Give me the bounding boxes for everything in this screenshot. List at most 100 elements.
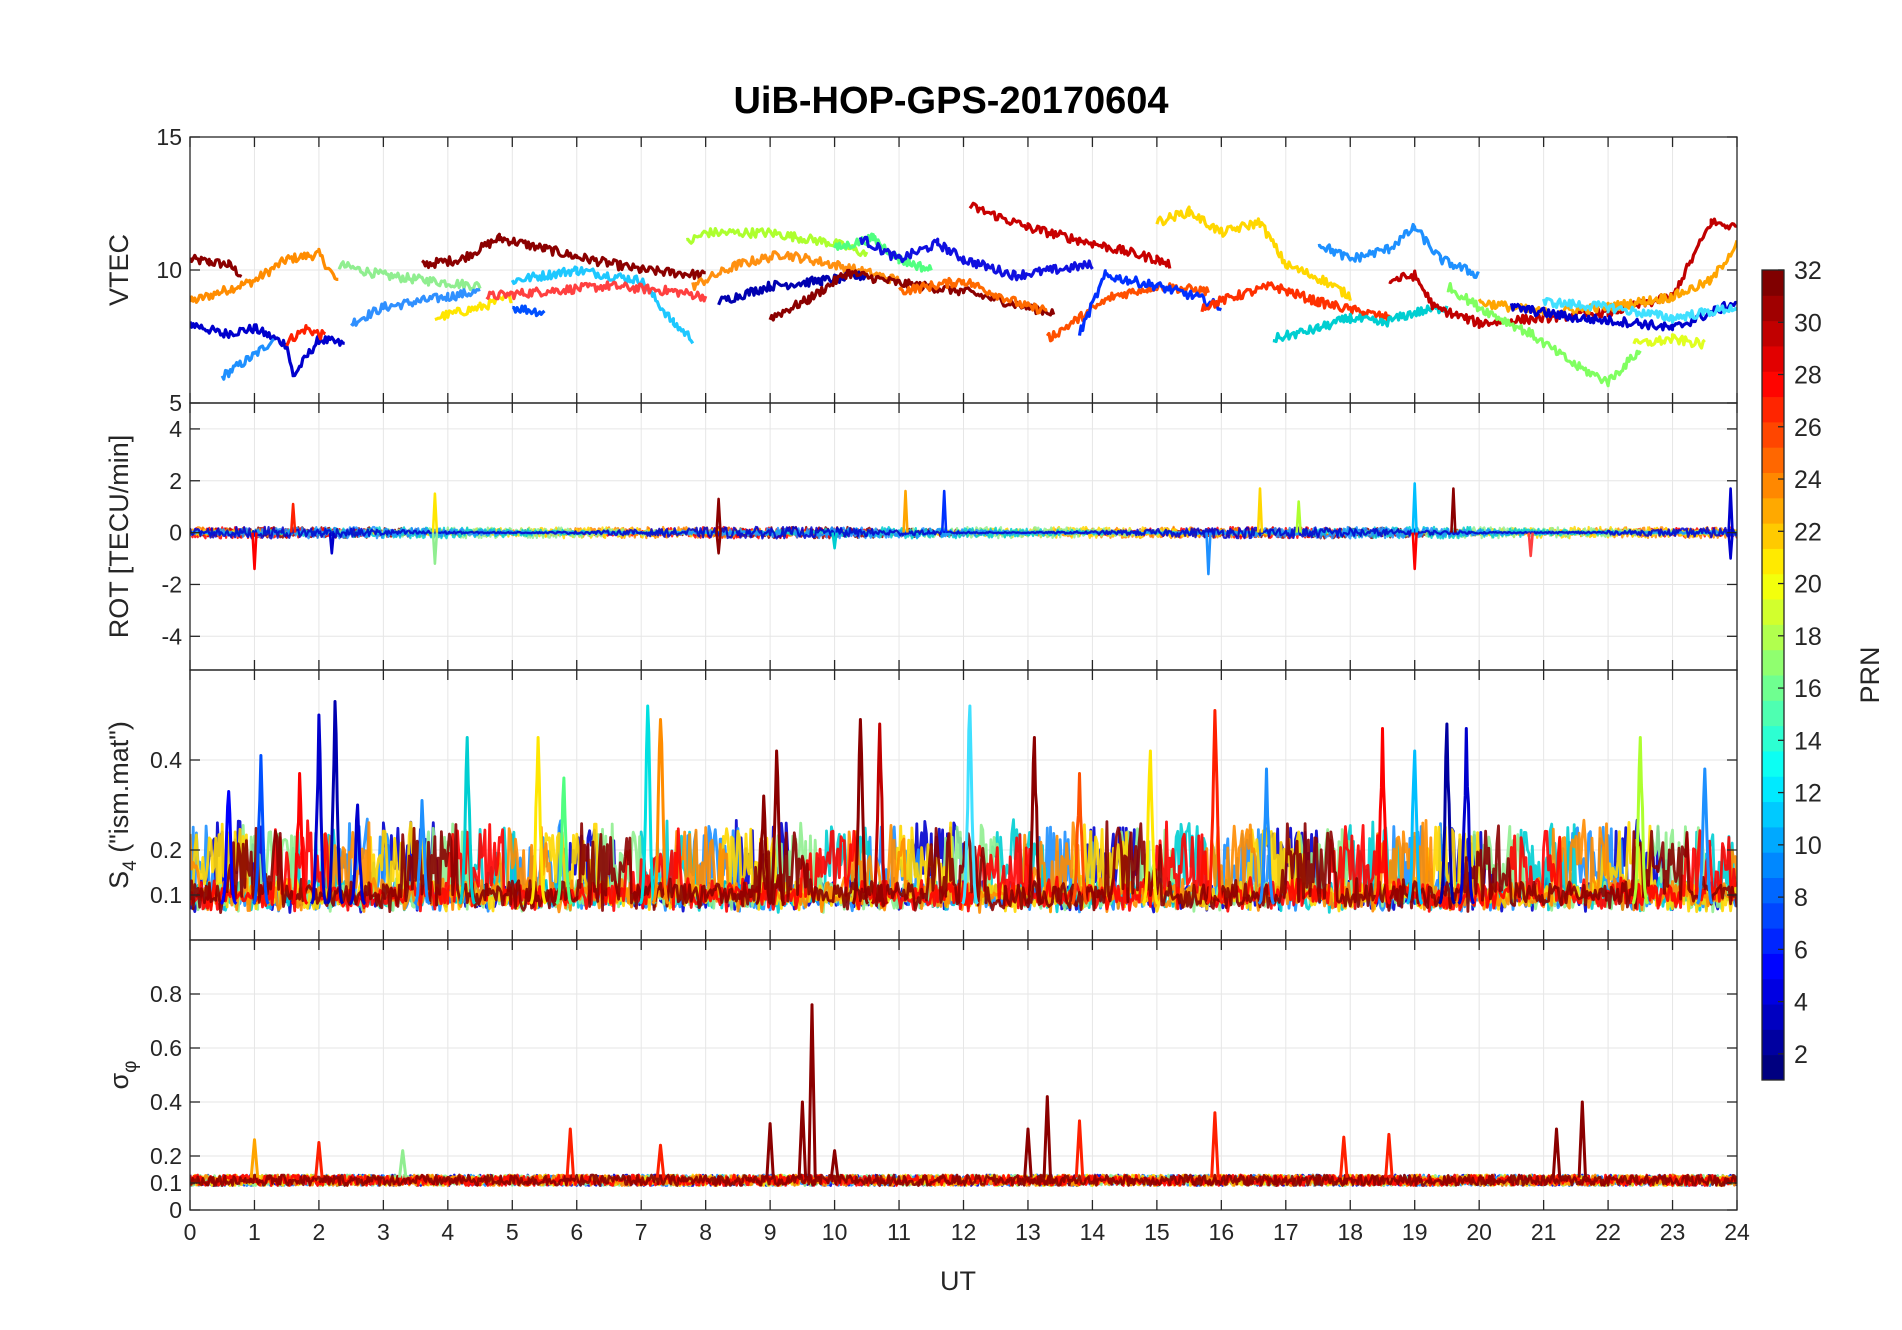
rot-spike xyxy=(1295,500,1302,533)
colorbar-tick-label: 2 xyxy=(1794,1041,1808,1069)
y-tick-label: -2 xyxy=(162,571,182,597)
vtec-series-line xyxy=(285,324,326,347)
s4-peak xyxy=(1025,736,1044,905)
x-tick-label: 18 xyxy=(1337,1219,1363,1245)
colorbar-segment xyxy=(1762,497,1784,524)
colorbar-segment xyxy=(1762,472,1784,499)
y-tick-label: 5 xyxy=(169,390,182,416)
y-label-sub: φ xyxy=(120,1061,141,1073)
sigma-peak xyxy=(1042,1095,1052,1178)
x-tick-label: 6 xyxy=(570,1219,583,1245)
s4-peak xyxy=(1438,722,1456,905)
vtec-series-line xyxy=(686,227,869,257)
colorbar-tick-label: 16 xyxy=(1794,675,1822,703)
colorbar-tick-label: 28 xyxy=(1794,362,1822,390)
y-tick-label: 2 xyxy=(169,468,182,494)
y-axis-label-vtec: VTEC xyxy=(104,234,134,306)
vtec-series-line xyxy=(858,235,1094,282)
colorbar-segment xyxy=(1762,295,1784,322)
vtec-series-line xyxy=(350,287,481,327)
colorbar-segment xyxy=(1762,573,1784,600)
colorbar-segment xyxy=(1762,396,1784,423)
sigma-peak xyxy=(765,1122,775,1178)
s4-peak xyxy=(755,794,773,906)
s4-peak xyxy=(326,700,345,905)
x-tick-label: 24 xyxy=(1724,1219,1750,1245)
ticks-sigma xyxy=(189,940,1738,1211)
colorbar-tick-label: 22 xyxy=(1794,518,1822,546)
x-tick-label: 1 xyxy=(248,1219,261,1245)
y-tick-label: 0.6 xyxy=(150,1035,182,1061)
y-tick-label: 0.2 xyxy=(150,1143,182,1169)
x-tick-label: 3 xyxy=(377,1219,390,1245)
vtec-series-line xyxy=(1446,282,1642,388)
colorbar-segment xyxy=(1762,826,1784,853)
plot-area-rot xyxy=(190,482,1737,576)
y-tick-label: 0.8 xyxy=(150,981,182,1007)
colorbar-segment xyxy=(1762,675,1784,701)
s4-peak xyxy=(1206,709,1224,905)
plot-area-sigma xyxy=(190,1003,1737,1187)
colorbar-segment xyxy=(1762,928,1784,954)
colorbar-tick-label: 4 xyxy=(1794,989,1808,1017)
y-tick-label: 0.4 xyxy=(150,1089,182,1115)
x-tick-label: 22 xyxy=(1595,1219,1621,1245)
colorbar-tick-label: 12 xyxy=(1794,780,1822,808)
colorbar-tick-label: 32 xyxy=(1794,257,1822,285)
sigma-noise-line xyxy=(190,1173,1737,1187)
y-tick-label: 0.1 xyxy=(150,882,182,908)
vtec-series-line xyxy=(510,265,695,345)
sigma-peak xyxy=(1551,1127,1562,1178)
figure-title: UiB-HOP-GPS-20170604 xyxy=(733,80,1168,122)
x-tick-label: 19 xyxy=(1402,1219,1428,1245)
colorbar-tick-label: 20 xyxy=(1794,571,1822,599)
rot-spike xyxy=(940,489,948,533)
s4-peak xyxy=(1373,727,1392,905)
y-label-main: S xyxy=(104,871,134,889)
colorbar-tick-label: 18 xyxy=(1794,623,1822,651)
s4-peak xyxy=(290,772,309,906)
y-tick-label: 4 xyxy=(169,416,182,442)
colorbar-segment xyxy=(1762,649,1784,676)
colorbar-segment xyxy=(1762,421,1784,448)
vtec-series-line xyxy=(768,268,1056,322)
s4-peak xyxy=(961,704,979,905)
rot-spike xyxy=(715,497,722,533)
rot-spike xyxy=(1727,487,1734,533)
vtec-series-line xyxy=(968,201,1172,269)
x-tick-label: 4 xyxy=(441,1219,454,1245)
x-tick-label: 12 xyxy=(951,1219,977,1245)
vtec-series-line xyxy=(190,253,243,278)
y-tick-label: 0 xyxy=(169,520,182,546)
y-tick-label: 0.2 xyxy=(150,837,182,863)
y-tick-label: 0.4 xyxy=(150,747,182,773)
x-tick-label: 21 xyxy=(1531,1219,1557,1245)
x-tick-label: 10 xyxy=(822,1219,848,1245)
s4-peak xyxy=(1457,727,1476,905)
x-axis-label: UT xyxy=(940,1266,976,1296)
colorbar-segment xyxy=(1762,801,1784,828)
panel-s4: 0.1 0.2 0.4 S4 ("ism.mat") xyxy=(104,669,1738,941)
x-tick-label: 9 xyxy=(764,1219,777,1245)
s4-peak xyxy=(1631,736,1650,905)
y-tick-label: 0.1 xyxy=(150,1170,182,1196)
s4-peak xyxy=(1695,767,1714,905)
sigma-peak xyxy=(655,1143,666,1178)
vtec-series-line xyxy=(220,338,275,381)
x-tick-label: 2 xyxy=(313,1219,326,1245)
panel-sigma: 00.10.2 0.4 0.6 0.8 σφ xyxy=(104,939,1738,1223)
sigma-peak xyxy=(1210,1111,1220,1178)
rot-spike xyxy=(1527,532,1534,558)
sigma-peak xyxy=(807,1003,817,1178)
s4-peak xyxy=(252,754,270,905)
colorbar-segment xyxy=(1762,776,1784,803)
rot-spike xyxy=(431,532,439,565)
vtec-series-line xyxy=(485,280,708,303)
colorbar-segment xyxy=(1762,1054,1784,1081)
colorbar-segment xyxy=(1762,447,1784,473)
y-axis-label-s4: S4 ("ism.mat") xyxy=(104,721,141,889)
rot-spike xyxy=(289,502,297,533)
